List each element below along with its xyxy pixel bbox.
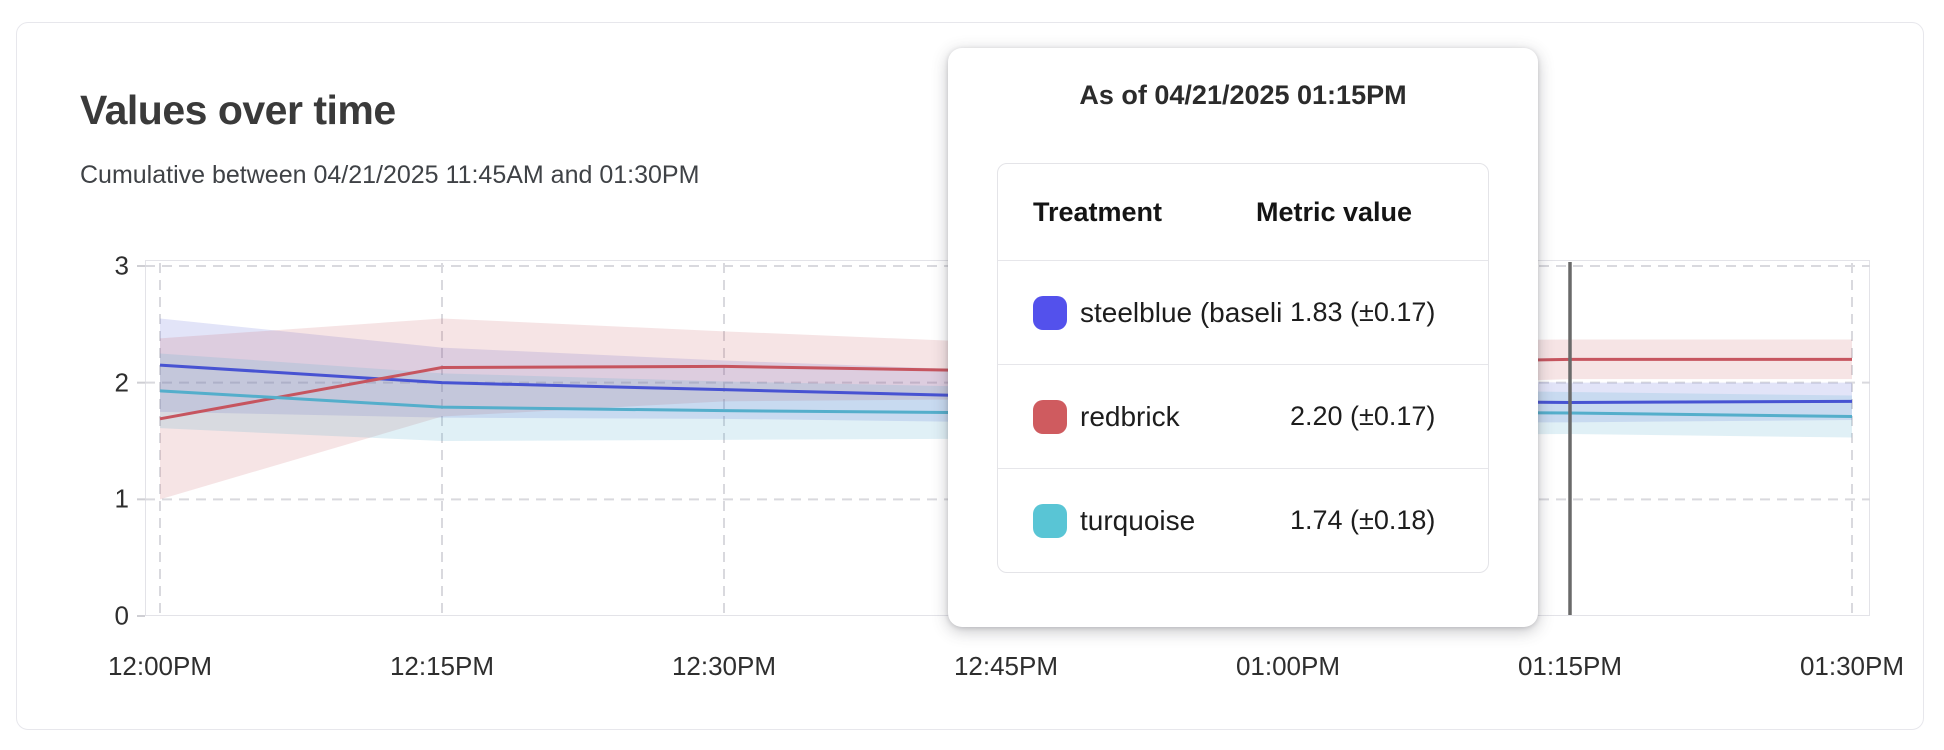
metric-value: 2.20 (±0.17): [1290, 401, 1436, 431]
page-title: Values over time: [80, 87, 396, 133]
x-axis-label: 01:30PM: [1799, 651, 1905, 681]
values-over-time-card: Values over time Cumulative between 04/2…: [16, 22, 1924, 730]
metric-value: 1.74 (±0.18): [1290, 505, 1436, 535]
x-axis-label: 12:30PM: [671, 651, 777, 681]
treatment-name: turquoise: [1080, 504, 1196, 536]
metric-value: 1.83 (±0.17): [1290, 297, 1436, 327]
table-row: steelblue (baseli 1.83 (±0.17): [998, 260, 1488, 364]
chart-subtitle: Cumulative between 04/21/2025 11:45AM an…: [80, 161, 700, 189]
treatment-name: steelblue (baseli: [1080, 296, 1283, 328]
turquoise-legend-swatch: [1033, 503, 1067, 538]
x-axis-label: 01:00PM: [1235, 651, 1341, 681]
tooltip-table: Treatment Metric value steelblue (baseli…: [997, 163, 1489, 573]
steelblue-legend-swatch: [1033, 295, 1067, 330]
tooltip-table-header: Treatment Metric value: [998, 164, 1488, 260]
y-axis-label: 2: [114, 367, 129, 398]
x-axis-label: 01:15PM: [1517, 651, 1623, 681]
metric-value-column-header: Metric value: [1256, 196, 1413, 227]
redbrick-legend-swatch: [1033, 399, 1067, 434]
treatment-name: redbrick: [1080, 400, 1180, 432]
y-axis-label: 1: [114, 483, 129, 514]
treatment-column-header: Treatment: [1033, 196, 1163, 227]
table-row: turquoise 1.74 (±0.18): [998, 468, 1488, 572]
y-axis-label: 3: [114, 250, 129, 281]
table-row: redbrick 2.20 (±0.17): [998, 364, 1488, 468]
tooltip-title: As of 04/21/2025 01:15PM: [1079, 80, 1407, 110]
x-axis-label: 12:45PM: [953, 651, 1059, 681]
x-axis-label: 12:00PM: [107, 651, 213, 681]
hover-tooltip: As of 04/21/2025 01:15PM Treatment Metri…: [948, 48, 1538, 627]
x-axis-label: 12:15PM: [389, 651, 495, 681]
y-axis-label: 0: [114, 600, 129, 631]
